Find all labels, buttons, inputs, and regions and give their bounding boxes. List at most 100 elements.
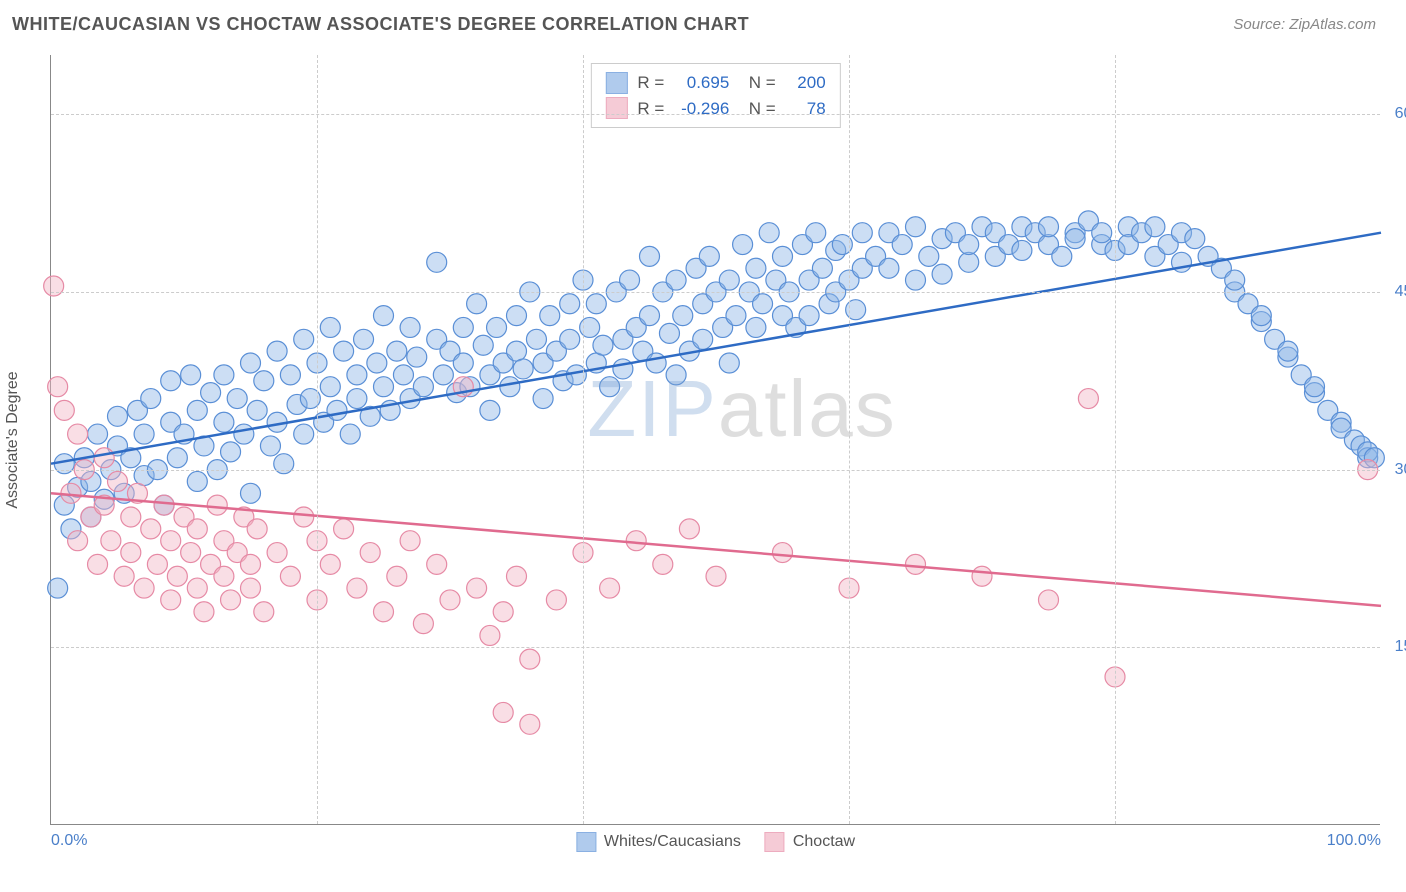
legend-swatch xyxy=(605,72,627,94)
scatter-point xyxy=(673,306,693,326)
legend-swatch xyxy=(605,97,627,119)
grid-line-h xyxy=(51,292,1380,293)
scatter-point xyxy=(753,294,773,314)
grid-line-v xyxy=(317,55,318,824)
chart-plot-area: Associate's Degree ZIPatlas R = 0.695 N … xyxy=(50,55,1380,825)
scatter-point xyxy=(1092,223,1112,243)
scatter-point xyxy=(88,424,108,444)
legend-n-value: 78 xyxy=(786,96,826,122)
scatter-point xyxy=(254,602,274,622)
scatter-point xyxy=(453,353,473,373)
scatter-point xyxy=(374,306,394,326)
scatter-point xyxy=(440,590,460,610)
scatter-point xyxy=(121,543,141,563)
scatter-point xyxy=(520,649,540,669)
scatter-point xyxy=(513,359,533,379)
scatter-point xyxy=(1305,377,1325,397)
scatter-point xyxy=(600,578,620,598)
scatter-point xyxy=(334,519,354,539)
scatter-point xyxy=(453,317,473,337)
scatter-point xyxy=(134,578,154,598)
scatter-point xyxy=(167,566,187,586)
scatter-point xyxy=(1185,229,1205,249)
scatter-point xyxy=(187,578,207,598)
scatter-point xyxy=(214,412,234,432)
scatter-point xyxy=(154,495,174,515)
scatter-point xyxy=(48,377,68,397)
y-axis-label: Associate's Degree xyxy=(4,371,22,508)
scatter-point xyxy=(906,217,926,237)
scatter-point xyxy=(679,519,699,539)
scatter-point xyxy=(374,377,394,397)
scatter-point xyxy=(1278,341,1298,361)
scatter-point xyxy=(733,235,753,255)
scatter-point xyxy=(347,365,367,385)
scatter-point xyxy=(360,543,380,563)
scatter-point xyxy=(167,448,187,468)
grid-line-h xyxy=(51,114,1380,115)
legend-r-value: -0.296 xyxy=(674,96,729,122)
legend-n-label: N = xyxy=(739,96,775,122)
scatter-point xyxy=(280,365,300,385)
scatter-point xyxy=(320,554,340,574)
scatter-point xyxy=(387,566,407,586)
scatter-point xyxy=(274,454,294,474)
scatter-point xyxy=(201,383,221,403)
scatter-point xyxy=(267,543,287,563)
scatter-point xyxy=(161,371,181,391)
scatter-point xyxy=(773,246,793,266)
scatter-point xyxy=(959,252,979,272)
scatter-point xyxy=(427,252,447,272)
scatter-point xyxy=(121,507,141,527)
scatter-point xyxy=(812,258,832,278)
legend-swatch xyxy=(765,832,785,852)
scatter-point xyxy=(759,223,779,243)
scatter-point xyxy=(221,590,241,610)
scatter-point xyxy=(586,294,606,314)
scatter-point xyxy=(294,329,314,349)
scatter-point xyxy=(746,258,766,278)
scatter-point xyxy=(214,566,234,586)
grid-line-v xyxy=(583,55,584,824)
series-legend-item: Choctaw xyxy=(765,832,855,852)
scatter-point xyxy=(187,400,207,420)
scatter-point xyxy=(560,294,580,314)
scatter-point xyxy=(88,554,108,574)
scatter-point xyxy=(520,714,540,734)
scatter-point xyxy=(260,436,280,456)
scatter-point xyxy=(773,543,793,563)
y-tick-label: 15.0% xyxy=(1395,638,1406,656)
scatter-point xyxy=(919,246,939,266)
scatter-point xyxy=(407,347,427,367)
scatter-point xyxy=(187,519,207,539)
scatter-point xyxy=(719,270,739,290)
scatter-point xyxy=(526,329,546,349)
legend-swatch xyxy=(576,832,596,852)
scatter-point xyxy=(214,365,234,385)
scatter-point xyxy=(666,270,686,290)
scatter-point xyxy=(1251,306,1271,326)
scatter-point xyxy=(367,353,387,373)
scatter-point xyxy=(600,377,620,397)
grid-line-v xyxy=(849,55,850,824)
scatter-point xyxy=(1225,270,1245,290)
scatter-point xyxy=(666,365,686,385)
scatter-point xyxy=(374,602,394,622)
scatter-point xyxy=(560,329,580,349)
series-legend-label: Whites/Caucasians xyxy=(604,833,741,851)
series-legend-item: Whites/Caucasians xyxy=(576,832,741,852)
scatter-point xyxy=(693,329,713,349)
scatter-point xyxy=(593,335,613,355)
scatter-point xyxy=(68,424,88,444)
scatter-point xyxy=(400,317,420,337)
scatter-point xyxy=(852,223,872,243)
scatter-point xyxy=(646,353,666,373)
scatter-point xyxy=(620,270,640,290)
scatter-point xyxy=(114,566,134,586)
scatter-point xyxy=(746,317,766,337)
grid-line-v xyxy=(1115,55,1116,824)
grid-line-h xyxy=(51,470,1380,471)
scatter-point xyxy=(906,554,926,574)
chart-title: WHITE/CAUCASIAN VS CHOCTAW ASSOCIATE'S D… xyxy=(12,14,749,35)
scatter-point xyxy=(354,329,374,349)
